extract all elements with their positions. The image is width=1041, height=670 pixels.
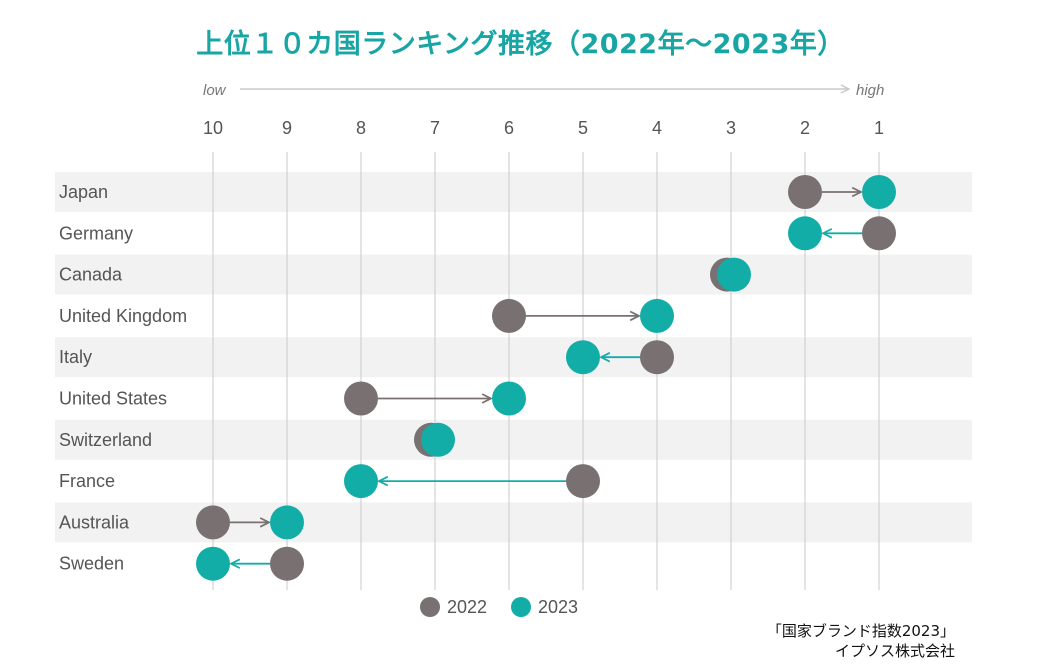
x-tick-label: 6 bbox=[504, 118, 514, 138]
point-2023 bbox=[640, 298, 674, 333]
row-band bbox=[55, 337, 972, 378]
point-2022 bbox=[566, 464, 600, 499]
country-label: United Kingdom bbox=[59, 306, 187, 326]
x-tick-label: 3 bbox=[726, 118, 736, 138]
point-2023 bbox=[862, 175, 896, 209]
legend-swatch bbox=[420, 597, 440, 617]
point-2022 bbox=[862, 216, 896, 251]
chart-title: 上位１０カ国ランキング推移（2022年～2023年） bbox=[196, 29, 845, 60]
country-label: Germany bbox=[59, 223, 133, 243]
x-tick-label: 7 bbox=[430, 118, 440, 138]
country-labels: Japan Germany Canada United Kingdom Italy Uni… bbox=[59, 182, 187, 574]
point-2022 bbox=[270, 546, 304, 581]
x-tick-label: 1 bbox=[874, 118, 884, 138]
row-band bbox=[55, 419, 972, 460]
point-2023 bbox=[421, 422, 455, 457]
row-band bbox=[55, 254, 972, 295]
country-label: France bbox=[59, 471, 115, 491]
legend-label: 2022 bbox=[447, 597, 487, 617]
legend-swatch bbox=[511, 597, 531, 617]
source-line-1: 「国家ブランド指数2023」 bbox=[766, 622, 955, 640]
point-2023 bbox=[344, 464, 378, 499]
rank-marks bbox=[196, 175, 896, 581]
legend: 2022 2023 bbox=[420, 597, 578, 617]
point-2023 bbox=[270, 505, 304, 540]
point-2023 bbox=[566, 340, 600, 375]
x-tick-label: 10 bbox=[203, 118, 223, 138]
point-2023 bbox=[717, 257, 751, 292]
point-2023 bbox=[492, 381, 526, 416]
row-band bbox=[55, 502, 972, 543]
legend-label: 2023 bbox=[538, 597, 578, 617]
point-2022 bbox=[492, 298, 526, 333]
axis-high-label: high bbox=[856, 82, 884, 99]
point-2022 bbox=[196, 505, 230, 540]
point-2022 bbox=[344, 381, 378, 416]
x-tick-label: 9 bbox=[282, 118, 292, 138]
point-2023 bbox=[788, 216, 822, 251]
rank-axis: 10 9 8 7 6 5 4 3 2 1 low high bbox=[203, 82, 884, 138]
country-label: Switzerland bbox=[59, 430, 152, 450]
country-label: Japan bbox=[59, 182, 108, 202]
country-label: Italy bbox=[59, 347, 92, 367]
source-line-2: イプソス株式会社 bbox=[834, 642, 955, 660]
point-2022 bbox=[788, 175, 822, 209]
point-2022 bbox=[640, 340, 674, 375]
country-label: Sweden bbox=[59, 554, 124, 574]
axis-low-label: low bbox=[203, 82, 227, 99]
row-bands bbox=[55, 172, 972, 543]
x-tick-label: 5 bbox=[578, 118, 588, 138]
x-tick-label: 4 bbox=[652, 118, 662, 138]
x-tick-label: 2 bbox=[800, 118, 810, 138]
country-label: United States bbox=[59, 389, 167, 409]
x-tick-label: 8 bbox=[356, 118, 366, 138]
country-label: Canada bbox=[59, 265, 123, 285]
country-label: Australia bbox=[59, 512, 130, 532]
point-2023 bbox=[196, 546, 230, 581]
source-note: 「国家ブランド指数2023」 イプソス株式会社 bbox=[767, 621, 955, 661]
